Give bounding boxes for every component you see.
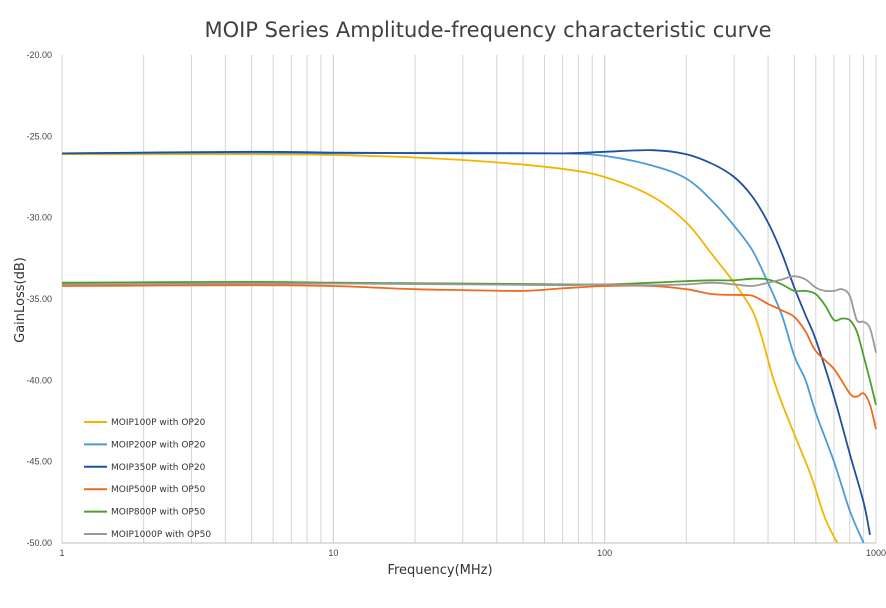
legend-label: MOIP1000P with OP50 — [111, 530, 211, 540]
y-tick-labels: -20.00 -25.00 -30.00 -35.00 -40.00 -45.00 -50.… — [26, 50, 52, 548]
x-tick-label: 1 — [59, 548, 64, 558]
series-line-4 — [61, 284, 877, 430]
legend-label: MOIP800P with OP50 — [111, 508, 206, 518]
series-line-1 — [61, 153, 839, 544]
vertical-grid — [61, 55, 877, 543]
y-tick-label: -45.00 — [26, 457, 52, 467]
legend: MOIP100P with OP20 MOIP200P with OP20 MOIP… — [84, 418, 211, 540]
y-tick-label: -20.00 — [26, 50, 52, 60]
y-tick-label: -35.00 — [26, 294, 52, 304]
legend-label: MOIP350P with OP20 — [111, 463, 206, 473]
series-lines — [61, 149, 877, 544]
chart-title: MOIP Series Amplitude-frequency characte… — [204, 18, 771, 42]
x-tick-labels: 1 10 100 1000 — [59, 548, 886, 558]
x-tick-label: 100 — [597, 548, 612, 558]
y-tick-label: -40.00 — [26, 375, 52, 385]
x-tick-label: 1000 — [866, 548, 886, 558]
x-tick-label: 10 — [328, 548, 338, 558]
y-axis-label: GainLoss(dB) — [13, 257, 28, 343]
y-tick-label: -25.00 — [26, 131, 52, 141]
legend-label: MOIP500P with OP50 — [111, 485, 206, 495]
legend-label: MOIP100P with OP20 — [111, 418, 206, 428]
legend-label: MOIP200P with OP20 — [111, 440, 206, 450]
series-line-6 — [61, 275, 877, 353]
y-tick-label: -50.00 — [26, 538, 52, 548]
x-axis-label: Frequency(MHz) — [387, 563, 492, 578]
y-tick-label: -30.00 — [26, 213, 52, 223]
series-line-3 — [61, 149, 871, 536]
